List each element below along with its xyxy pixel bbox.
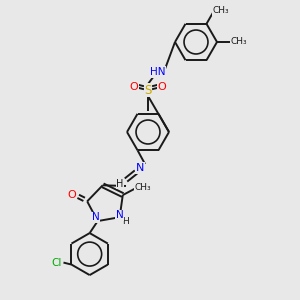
Text: Cl: Cl — [51, 258, 62, 268]
Text: N: N — [116, 210, 124, 220]
Text: O: O — [158, 82, 166, 92]
Text: S: S — [144, 83, 152, 97]
Text: H: H — [122, 217, 129, 226]
Text: HN: HN — [150, 67, 166, 77]
Text: H: H — [116, 179, 124, 189]
Text: O: O — [130, 82, 138, 92]
Text: N: N — [136, 163, 144, 173]
Text: CH₃: CH₃ — [213, 6, 229, 15]
Text: CH₃: CH₃ — [231, 38, 247, 46]
Text: N: N — [92, 212, 100, 222]
Text: CH₃: CH₃ — [135, 183, 151, 192]
Text: O: O — [68, 190, 76, 200]
